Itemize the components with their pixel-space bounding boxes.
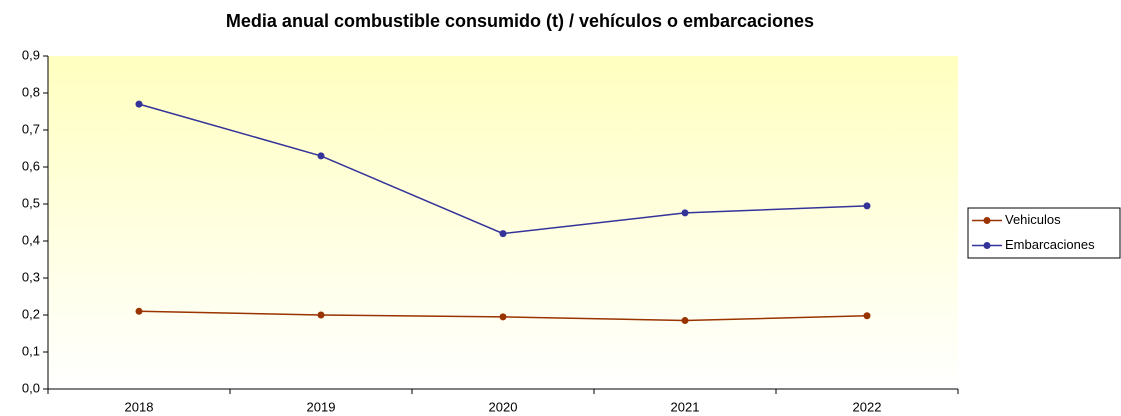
y-tick-label: 0,8 xyxy=(22,84,40,99)
data-point xyxy=(863,202,871,210)
y-tick-label: 0,2 xyxy=(22,306,40,321)
legend-label: Embarcaciones xyxy=(1005,237,1095,252)
y-tick-label: 0,6 xyxy=(22,158,40,173)
x-tick-label: 2021 xyxy=(671,399,700,414)
legend-marker xyxy=(983,242,991,249)
x-tick-label: 2022 xyxy=(853,399,882,414)
legend-box xyxy=(967,207,1121,259)
data-point xyxy=(681,317,689,325)
data-point xyxy=(317,311,325,319)
data-point xyxy=(317,152,325,160)
data-point xyxy=(135,100,143,108)
legend-marker xyxy=(983,217,991,224)
y-tick-label: 0,7 xyxy=(22,121,40,136)
y-tick-label: 0,0 xyxy=(22,380,40,395)
x-tick-label: 2020 xyxy=(489,399,518,414)
legend-label: Vehiculos xyxy=(1005,212,1061,227)
plot-area xyxy=(48,56,958,389)
data-point xyxy=(499,230,507,238)
y-tick-label: 0,4 xyxy=(22,232,40,247)
y-tick-label: 0,3 xyxy=(22,269,40,284)
data-point xyxy=(863,312,871,320)
x-tick-label: 2019 xyxy=(307,399,336,414)
chart-title: Media anual combustible consumido (t) / … xyxy=(226,11,814,31)
data-point xyxy=(499,313,507,321)
data-point xyxy=(681,209,689,217)
y-tick-label: 0,5 xyxy=(22,195,40,210)
x-tick-label: 2018 xyxy=(125,399,154,414)
data-point xyxy=(135,307,143,315)
y-tick-label: 0,1 xyxy=(22,343,40,358)
y-tick-label: 0,9 xyxy=(22,47,40,62)
